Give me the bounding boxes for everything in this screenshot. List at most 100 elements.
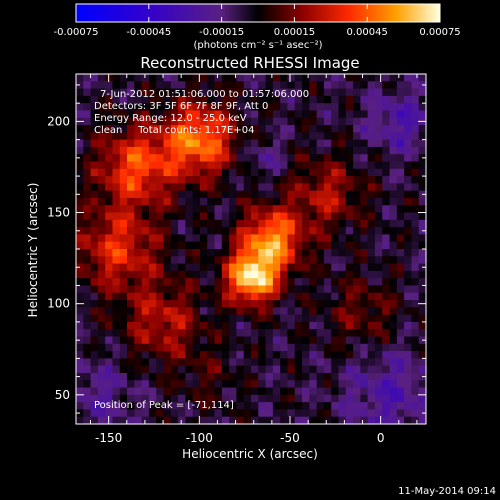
heatmap-cell [112,117,121,126]
heatmap-cell [83,197,92,206]
heatmap-cell [411,74,420,82]
heatmap-cell [404,380,413,389]
heatmap-cell [331,74,340,82]
heatmap-cell [127,314,135,323]
heatmap-cell [199,146,208,155]
heatmap-cell [382,358,391,367]
heatmap-cell [83,321,92,330]
heatmap-cell [404,74,413,82]
heatmap-cell [192,74,201,82]
heatmap-cell [178,278,186,287]
heatmap-cell [396,125,405,133]
heatmap-cell [374,132,383,141]
heatmap-cell [294,416,303,425]
heatmap-cell [251,139,259,148]
heatmap-cell [192,190,201,199]
heatmap-cell [280,227,289,236]
heatmap-cell [185,292,194,301]
heatmap-cell [353,197,361,206]
heatmap-cell [156,219,165,228]
heatmap-cell [214,205,223,214]
heatmap-cell [229,234,238,243]
heatmap-cell [360,402,369,411]
heatmap-cell [105,409,114,418]
heatmap-cell [265,190,274,199]
heatmap-cell [258,197,267,206]
heatmap-cell [148,234,157,243]
heatmap-cell [338,88,347,97]
heatmap-cell [396,307,405,316]
heatmap-cell [236,372,245,381]
heatmap-cell [141,270,150,279]
heatmap-cell [214,103,223,112]
heatmap-cell [374,321,383,330]
heatmap-cell [418,197,427,206]
heatmap-cell [309,74,318,82]
heatmap-cell [404,176,413,184]
heatmap-cell [251,146,259,155]
heatmap-cell [418,380,427,389]
heatmap-cell [294,409,303,418]
heatmap-cell [112,190,121,199]
heatmap-cell [265,307,274,316]
heatmap-cell [221,190,230,199]
heatmap-cell [302,110,310,119]
heatmap-cell [148,197,157,206]
heatmap-cell [243,227,252,236]
heatmap-cell [83,351,92,359]
heatmap-cell [360,292,369,301]
heatmap-cell [294,95,303,104]
heatmap-cell [185,190,194,199]
heatmap-cell [127,117,135,126]
heatmap-cell [90,190,99,199]
heatmap-cell [148,278,157,287]
heatmap-cell [345,234,354,243]
heatmap-cell [258,314,267,323]
heatmap-cell [207,212,216,221]
heatmap-cell [360,380,369,389]
heatmap-cell [76,132,84,141]
heatmap-cell [323,278,332,287]
heatmap-cell [178,205,186,214]
heatmap-cell [229,168,238,177]
heatmap-cell [360,387,369,396]
heatmap-cell [90,146,99,155]
heatmap-cell [309,168,318,177]
heatmap-cell [207,256,216,265]
heatmap-cell [83,176,92,184]
heatmap-cell [272,176,281,184]
heatmap-cell [331,197,340,206]
heatmap-cell [323,292,332,301]
heatmap-cell [105,125,114,133]
heatmap-cell [360,197,369,206]
heatmap-cell [323,307,332,316]
heatmap-cell [374,409,383,418]
heatmap-cell [382,227,391,236]
heatmap-cell [353,234,361,243]
heatmap-cell [119,307,128,316]
heatmap-cell [156,197,165,206]
heatmap-cell [148,168,157,177]
heatmap-cell [316,285,325,294]
heatmap-cell [76,256,84,265]
heatmap-cell [309,95,318,104]
heatmap-cell [258,416,267,425]
heatmap-cell [156,74,165,82]
heatmap-cell [105,380,114,389]
heatmap-cell [404,88,413,97]
heatmap-cell [229,110,238,119]
heatmap-cell [338,300,347,308]
heatmap-cell [367,358,376,367]
heatmap-cell [163,285,172,294]
heatmap-cell [389,409,398,418]
heatmap-cell [265,88,274,97]
heatmap-cell [148,416,157,425]
heatmap-cell [251,394,259,403]
heatmap-cell [294,117,303,126]
heatmap-cell [353,285,361,294]
heatmap-cell [127,358,135,367]
heatmap-cell [389,110,398,119]
heatmap-cell [251,212,259,221]
heatmap-cell [112,139,121,148]
heatmap-cell [127,263,135,272]
